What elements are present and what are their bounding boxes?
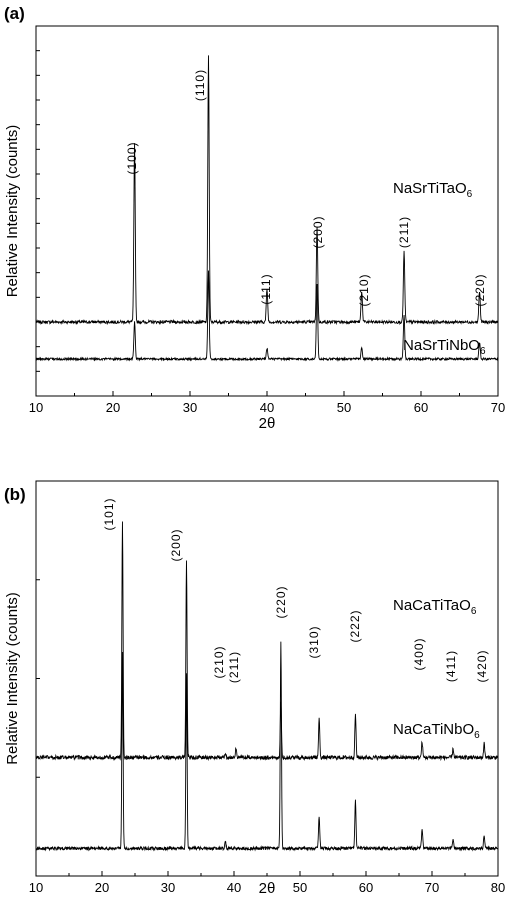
x-axis-title: 2θ <box>259 415 276 432</box>
peak-label: (220) <box>473 273 487 306</box>
x-tick-label: 60 <box>359 880 373 895</box>
panel-label: (b) <box>4 485 26 504</box>
peak-label: (400) <box>412 637 426 670</box>
peak-label: (420) <box>475 649 489 682</box>
x-tick-label: 50 <box>337 400 351 415</box>
x-tick-label: 50 <box>293 880 307 895</box>
x-tick-label: 40 <box>260 400 274 415</box>
plot-frame <box>35 480 499 877</box>
series-line-nasrtitao <box>35 55 499 326</box>
series-label: NaSrTiTaO6 <box>393 180 473 200</box>
peak-label: (200) <box>169 528 183 561</box>
x-tick-label: 80 <box>491 880 505 895</box>
peak-label: (220) <box>274 585 288 618</box>
y-axis-title: Relative Intensity (counts) <box>4 592 21 765</box>
x-tick-label: 40 <box>227 880 241 895</box>
x-tick-label: 10 <box>29 880 43 895</box>
x-tick-label: 70 <box>425 880 439 895</box>
peak-label: (110) <box>193 69 207 101</box>
series-line-nasrtinbo <box>35 270 499 362</box>
peak-label: (100) <box>125 141 139 174</box>
series-label: NaCaTiTaO6 <box>393 597 477 617</box>
x-tick-label: 30 <box>183 400 197 415</box>
series-label: NaSrTiNbO6 <box>403 337 486 357</box>
chart-panel-a: (a) 10 20 30 40 50 60 70 2θ Relative Intensity (c… <box>4 4 505 432</box>
peak-label: (310) <box>307 625 321 658</box>
x-tick-label: 20 <box>106 400 120 415</box>
peak-label: (222) <box>348 609 362 642</box>
x-tick-label: 30 <box>161 880 175 895</box>
peak-label: (211) <box>397 216 411 248</box>
series-line-nacatitao <box>35 521 499 762</box>
peak-label: (111) <box>259 273 273 304</box>
peak-label: (101) <box>102 497 116 530</box>
series-line-nacatinbo <box>35 641 499 852</box>
y-axis-title: Relative Intensity (counts) <box>4 125 21 298</box>
peak-label: (210) <box>212 645 226 678</box>
peak-label: (210) <box>357 273 371 306</box>
panel-label: (a) <box>4 4 25 23</box>
x-tick-label: 70 <box>491 400 505 415</box>
chart-panel-b: (b) 10 20 30 40 50 60 70 80 2θ Relative Intensity … <box>4 480 505 897</box>
x-axis-title: 2θ <box>259 880 276 897</box>
x-tick-label: 20 <box>95 880 109 895</box>
peak-label: (200) <box>311 215 325 248</box>
peak-label: (211) <box>227 651 241 683</box>
x-tick-label: 10 <box>29 400 43 415</box>
x-tick-label: 60 <box>414 400 428 415</box>
series-label: NaCaTiNbO6 <box>393 721 480 741</box>
peak-label: (411) <box>444 650 458 682</box>
